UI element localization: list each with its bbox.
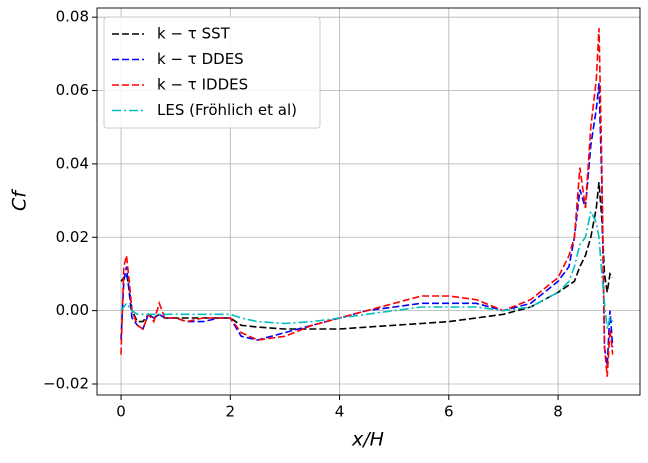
legend-label: k − τ DDES: [157, 50, 244, 68]
x-tick-label: 6: [444, 403, 454, 421]
x-tick-label: 4: [335, 403, 345, 421]
y-tick-label: 0.04: [56, 154, 89, 172]
y-tick-label: 0.00: [56, 301, 89, 319]
series-line: [120, 209, 614, 330]
x-tick-label: 0: [116, 403, 126, 421]
legend-label: k − τ IDDES: [157, 76, 248, 94]
plot-frame: [96, 7, 641, 396]
x-tick-label: 8: [553, 403, 563, 421]
legend-box: [103, 16, 321, 129]
y-axis-label: Cf: [9, 188, 31, 211]
x-tick-label: 2: [226, 403, 236, 421]
x-axis-label: x/H: [351, 429, 384, 451]
y-tick-label: 0.08: [56, 8, 89, 26]
y-tick-label: 0.02: [56, 228, 89, 246]
y-tick-label: 0.06: [56, 81, 89, 99]
y-tick-label: −0.02: [43, 374, 89, 392]
legend-label: k − τ SST: [157, 25, 231, 43]
series-line: [120, 182, 614, 330]
legend-label: LES (Fröhlich et al): [157, 101, 297, 119]
